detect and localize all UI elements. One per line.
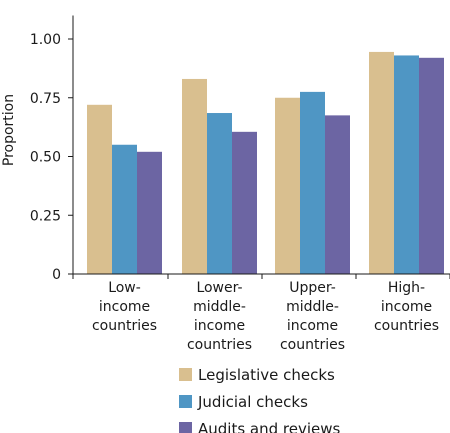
bar [87, 104, 112, 274]
legend-swatch [179, 395, 192, 408]
legend-label: Audits and reviews [198, 420, 341, 433]
x-axis-ticks [72, 274, 450, 279]
bar [275, 97, 300, 274]
y-tick-label: 0.25 [30, 208, 61, 224]
bar [369, 51, 394, 274]
bar [419, 57, 444, 274]
bar [137, 151, 162, 274]
bar [112, 144, 137, 274]
legend-label: Judicial checks [197, 393, 308, 411]
x-axis-category-labels: Low-income countries Lower-middle-income co… [92, 280, 439, 353]
legend: Legislative checks Judicial checks Audits … [179, 366, 341, 433]
x-category-label: Lower-middle-income countries [187, 280, 252, 353]
bar [232, 131, 257, 274]
legend-swatch [179, 422, 192, 433]
y-axis-title: Proportion [1, 94, 17, 166]
legend-swatch [179, 368, 192, 381]
y-tick-label: 0.75 [30, 91, 61, 107]
y-tick-label: 0 [52, 267, 61, 283]
x-category-label: Low-income countries [92, 280, 157, 334]
bars [87, 51, 444, 275]
bar [207, 113, 232, 275]
bar [394, 55, 419, 275]
x-category-label: Upper-middle-income countries [280, 280, 345, 353]
legend-label: Legislative checks [198, 366, 335, 384]
x-category-label: High-income countries [374, 280, 439, 334]
y-tick-label: 0.50 [30, 150, 61, 166]
bar [300, 91, 325, 274]
bar [325, 115, 350, 274]
bar [182, 78, 207, 274]
y-axis-ticks: 0 0.25 0.50 0.75 1.00 [30, 32, 73, 283]
y-tick-label: 1.00 [30, 32, 61, 48]
